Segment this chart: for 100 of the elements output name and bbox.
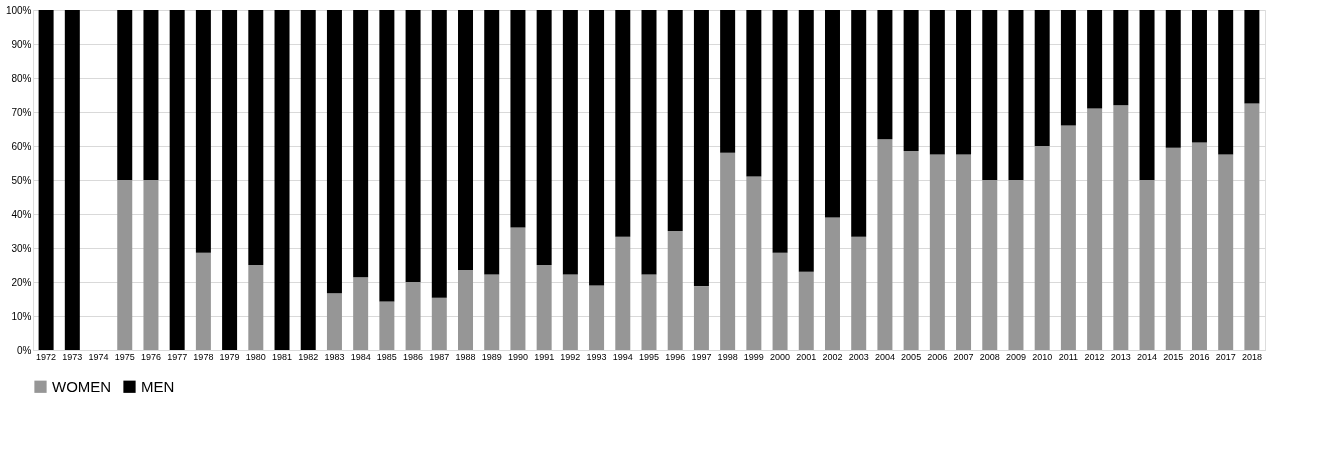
y-tick-label: 20% — [11, 276, 32, 288]
bar — [929, 10, 945, 155]
y-tick-label: 80% — [11, 72, 32, 84]
x-tick-label: 2001 — [796, 351, 817, 362]
bar — [458, 10, 474, 271]
x-tick-label: 1997 — [691, 351, 712, 362]
bar — [458, 270, 474, 350]
x-tick-label: 1978 — [193, 351, 214, 362]
bar — [195, 252, 211, 350]
bar — [851, 236, 867, 350]
x-tick-label: 2000 — [770, 351, 791, 362]
x-tick-label: 1999 — [743, 351, 764, 362]
x-tick-label: 1991 — [534, 351, 555, 362]
bar — [851, 10, 867, 237]
bar — [117, 180, 133, 350]
bar — [143, 180, 159, 350]
bar — [38, 10, 54, 350]
x-tick-label: 2016 — [1189, 351, 1210, 362]
legend-label: MEN — [141, 377, 175, 395]
bar — [222, 10, 238, 350]
bar — [484, 274, 500, 350]
bar — [982, 180, 998, 350]
bar — [589, 10, 605, 286]
y-tick-label: 50% — [11, 174, 32, 186]
bar — [536, 265, 552, 350]
bar — [1218, 10, 1234, 155]
bar — [1060, 125, 1076, 350]
x-tick-label: 2002 — [822, 351, 843, 362]
x-tick-label: 1982 — [298, 351, 319, 362]
bar — [798, 10, 814, 272]
x-tick-label: 2012 — [1084, 351, 1105, 362]
bar — [353, 277, 369, 350]
bar — [667, 231, 683, 350]
bar — [405, 10, 421, 282]
bar — [143, 10, 159, 180]
bar — [589, 285, 605, 350]
legend-label: WOMEN — [52, 377, 112, 395]
x-tick-label: 1986 — [403, 351, 424, 362]
bar — [353, 10, 369, 278]
x-tick-label: 2003 — [848, 351, 869, 362]
x-tick-label: 1995 — [638, 351, 660, 362]
bar — [405, 282, 421, 350]
bar — [1113, 10, 1129, 106]
y-tick-label: 60% — [11, 140, 32, 152]
bar — [772, 10, 788, 253]
x-tick-label: 2009 — [1005, 351, 1026, 362]
bar — [1139, 10, 1155, 180]
x-tick-label: 1994 — [612, 351, 633, 362]
y-tick-label: 40% — [11, 208, 32, 220]
x-tick-label: 1976 — [140, 351, 161, 362]
bar — [1113, 105, 1129, 350]
y-tick-label: 10% — [11, 310, 32, 322]
x-tick-label: 1983 — [324, 351, 345, 362]
bar — [379, 301, 395, 350]
bar — [1218, 154, 1234, 350]
bar — [1087, 10, 1103, 109]
bar — [1191, 10, 1207, 143]
bar — [1191, 142, 1207, 350]
x-tick-label: 1980 — [245, 351, 266, 362]
x-tick-label: 2011 — [1058, 351, 1079, 362]
y-tick-label: 30% — [11, 242, 32, 254]
bar — [903, 151, 919, 350]
x-tick-label: 1981 — [272, 351, 293, 362]
bar — [877, 139, 893, 350]
x-tick-label: 1993 — [586, 351, 607, 362]
x-tick-label: 2007 — [953, 351, 974, 362]
x-tick-label: 1975 — [114, 351, 135, 362]
bar — [746, 176, 762, 350]
x-tick-label: 1992 — [560, 351, 581, 362]
bar — [117, 10, 133, 180]
x-tick-label: 2014 — [1137, 351, 1158, 362]
bar — [929, 154, 945, 350]
bar — [484, 10, 500, 275]
bar — [536, 10, 552, 265]
x-tick-label: 2017 — [1215, 351, 1236, 362]
x-tick-label: 1974 — [88, 351, 109, 362]
x-tick-label: 2004 — [874, 351, 895, 362]
bar — [64, 10, 80, 350]
bar — [326, 293, 342, 350]
bar — [431, 297, 447, 350]
bar — [903, 10, 919, 152]
bar — [720, 152, 736, 350]
bar — [693, 10, 709, 287]
bar — [956, 10, 972, 155]
bar — [248, 10, 264, 265]
x-tick-label: 2006 — [927, 351, 948, 362]
bar — [615, 10, 631, 237]
bar — [1008, 10, 1024, 180]
bar — [956, 154, 972, 350]
bar — [1034, 10, 1050, 146]
bar — [1139, 180, 1155, 350]
x-tick-label: 2013 — [1110, 351, 1131, 362]
bar — [274, 10, 290, 350]
y-tick-label: 0% — [17, 344, 32, 356]
x-tick-label: 1977 — [167, 351, 188, 362]
x-tick-label: 1990 — [507, 351, 528, 362]
bar — [510, 10, 526, 228]
y-tick-label: 100% — [5, 4, 32, 16]
bar — [693, 286, 709, 350]
bar — [562, 274, 578, 350]
